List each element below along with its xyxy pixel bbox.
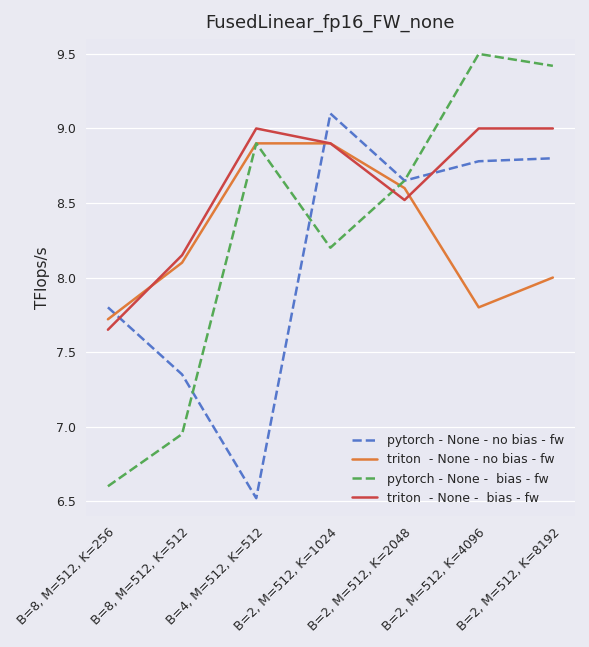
triton  - None - no bias - fw [253,140,260,148]
triton  - None - no bias - fw [104,315,111,323]
Line: pytorch - None -  bias - fw: pytorch - None - bias - fw [108,54,553,487]
triton  - None - no bias - fw [327,140,334,148]
pytorch - None -  bias - fw [327,244,334,252]
triton  - None - no bias - fw [178,259,186,267]
triton  - None -  bias - fw [104,326,111,334]
triton  - None -  bias - fw [475,125,482,133]
triton  - None -  bias - fw [401,196,408,204]
Y-axis label: TFlops/s: TFlops/s [35,247,51,309]
triton  - None -  bias - fw [550,125,557,133]
pytorch - None -  bias - fw [178,430,186,438]
pytorch - None -  bias - fw [401,177,408,184]
pytorch - None -  bias - fw [550,62,557,70]
pytorch - None - no bias - fw [253,494,260,502]
pytorch - None - no bias - fw [550,155,557,162]
pytorch - None - no bias - fw [104,303,111,311]
triton  - None -  bias - fw [178,251,186,259]
Legend: pytorch - None - no bias - fw, triton  - None - no bias - fw, pytorch - None -  : pytorch - None - no bias - fw, triton - … [346,429,569,510]
pytorch - None - no bias - fw [327,109,334,117]
Line: triton  - None -  bias - fw: triton - None - bias - fw [108,129,553,330]
pytorch - None - no bias - fw [401,177,408,184]
Line: pytorch - None - no bias - fw: pytorch - None - no bias - fw [108,113,553,498]
pytorch - None - no bias - fw [178,371,186,378]
pytorch - None -  bias - fw [475,50,482,58]
pytorch - None -  bias - fw [104,483,111,490]
Line: triton  - None - no bias - fw: triton - None - no bias - fw [108,144,553,319]
pytorch - None -  bias - fw [253,140,260,148]
triton  - None -  bias - fw [327,140,334,148]
triton  - None - no bias - fw [550,274,557,281]
Title: FusedLinear_fp16_FW_none: FusedLinear_fp16_FW_none [206,14,455,32]
triton  - None -  bias - fw [253,125,260,133]
pytorch - None - no bias - fw [475,157,482,165]
triton  - None - no bias - fw [475,303,482,311]
triton  - None - no bias - fw [401,184,408,192]
